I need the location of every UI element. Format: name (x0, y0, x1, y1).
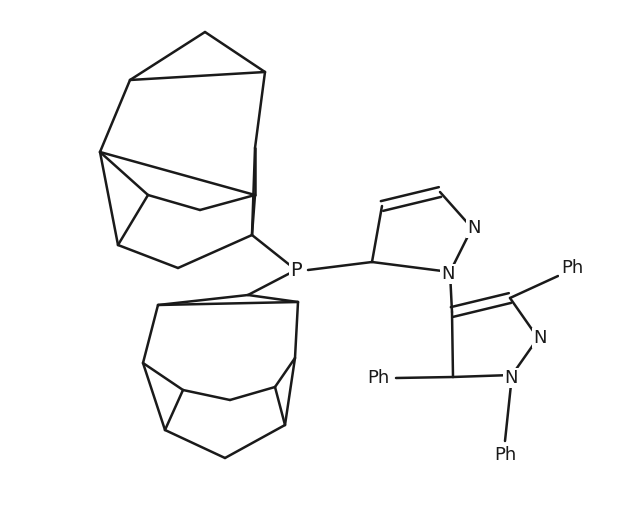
Text: Ph: Ph (561, 259, 583, 277)
Text: P: P (290, 260, 302, 279)
Text: Ph: Ph (494, 446, 516, 464)
Text: N: N (533, 329, 547, 347)
Text: N: N (467, 219, 481, 237)
Text: N: N (441, 265, 455, 283)
Text: N: N (504, 369, 518, 387)
Text: Ph: Ph (367, 369, 389, 387)
